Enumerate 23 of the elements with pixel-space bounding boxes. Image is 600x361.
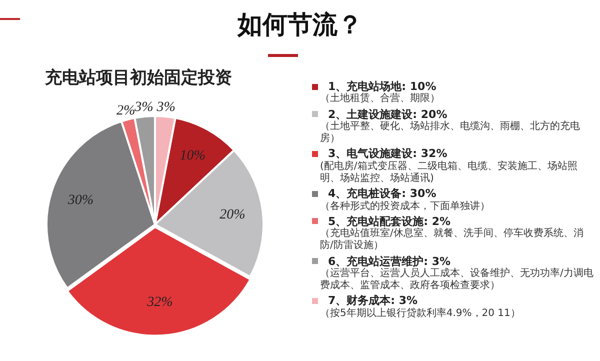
legend-label: 4、充电桩设备: 30% <box>328 187 436 200</box>
legend-label: 1、充电站场地: 10% <box>328 80 436 93</box>
chart-title: 如何节流？ <box>236 9 364 41</box>
text: （各种形式的投资成本，下面单独讲） <box>319 200 491 213</box>
data-label: 3% <box>134 100 154 116</box>
data-label: 10% <box>180 148 206 164</box>
text: （运营平台、运营人员人工成本、设备维护、无功功率/力调电费成本、监管成本、政府各项检查要求） <box>319 268 594 292</box>
data-label: 3% <box>156 100 176 116</box>
legend-label: 5、充电站配套设施: 2% <box>328 214 451 228</box>
legend-label: 7、财务成本: 3% <box>328 294 418 308</box>
text: （充电站值班室/休息室、就餐、洗手间、停车收费系统、消防/防雷设施） <box>319 228 584 253</box>
legend-label: 2、土建设施建设: 20% <box>328 108 448 121</box>
data-label: 20% <box>220 207 246 222</box>
chart-subtitle: 充电站项目初始固定投资 <box>45 67 232 89</box>
text: （按5年期以上银行贷款利率4.9%，20 11） <box>319 308 522 320</box>
legend-label: 3、电气设施建设: 32% <box>328 147 448 160</box>
legend-label: 6、充电站运营维护: 3% <box>328 254 451 268</box>
text: （土地租赁、合营、期限） <box>319 93 441 106</box>
text: （土地平整、硬化、场站排水、电缆沟、雨棚、北方的充电房） <box>319 121 581 146</box>
data-label: 32% <box>146 295 173 310</box>
data-label: 2% <box>116 103 136 118</box>
text: (配电房/箱式变压器、二级电箱、电缆、安装施工、场站照明、场站监控、场站通讯) <box>319 160 578 186</box>
data-label: 30% <box>66 193 94 208</box>
